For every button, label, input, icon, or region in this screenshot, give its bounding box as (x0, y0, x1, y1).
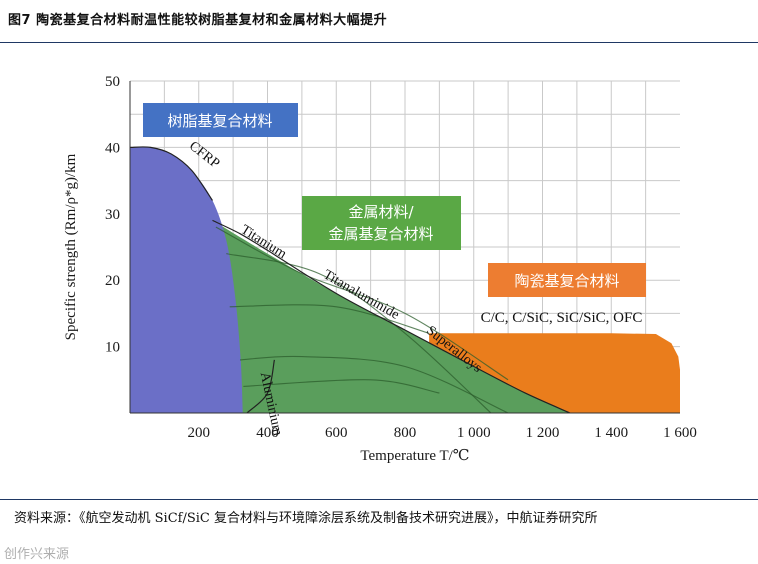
y-tick-label: 10 (105, 340, 120, 356)
alloy-inner-line (229, 304, 430, 334)
resin-category-box (143, 103, 298, 137)
curve-cfrp (129, 146, 213, 201)
curve-titanium (212, 219, 268, 251)
metal-category-label: 金属基复合材料 (328, 225, 433, 243)
resin-region (130, 146, 243, 413)
x-tick-label: 800 (394, 425, 417, 441)
x-tick-label: 200 (188, 425, 211, 441)
y-tick-label: 40 (105, 140, 120, 156)
x-tick-label: 1 000 (457, 425, 491, 441)
y-axis-label: Specific strength (Rm/ρ*g)/km (63, 153, 79, 340)
title-divider (0, 42, 758, 43)
curve-aluminium (246, 359, 275, 414)
x-tick-label: 1 600 (663, 425, 697, 441)
x-tick-label: 600 (325, 425, 348, 441)
watermark-text: 创作兴来源 (4, 547, 70, 562)
y-tick-label: 50 (105, 74, 120, 90)
x-tick-label: 400 (256, 425, 279, 441)
resin-category-label: 树脂基复合材料 (167, 112, 272, 130)
source-note: 资料来源：《航空发动机 SiCf/SiC 复合材料与环境障涂层系统及制备技术研究… (14, 511, 598, 526)
curve-superalloys (404, 329, 571, 414)
x-axis-label: Temperature T/℃ (360, 448, 469, 464)
alloy-inner-line (243, 379, 440, 394)
alloy-inner-line (215, 226, 509, 381)
ceramic-materials-label: C/C, C/SiC, SiC/SiC, OFC (481, 310, 643, 326)
y-tick-label: 30 (105, 207, 120, 223)
y-tick-label: 20 (105, 273, 120, 289)
metal-category-box (302, 196, 461, 250)
figure-title: 图7 陶瓷基复合材料耐温性能较树脂基复材和金属材料大幅提升 (8, 13, 388, 28)
x-tick-label: 1 400 (594, 425, 628, 441)
alloy-inner-line (226, 253, 492, 414)
alloy-inner-line (239, 355, 509, 414)
x-tick-label: 1 200 (526, 425, 560, 441)
source-divider (0, 499, 758, 500)
metal-category-label: 金属材料/ (348, 203, 414, 221)
metal-region (212, 220, 570, 413)
ceramic-category-box (488, 263, 646, 297)
curve-titanaluminide (267, 249, 406, 331)
ceramic-category-label: 陶瓷基复合材料 (514, 272, 619, 290)
chart-canvas: 200 400 600 800 1 000 1 200 1 400 1 600 10 20 30 40… (63, 74, 697, 464)
